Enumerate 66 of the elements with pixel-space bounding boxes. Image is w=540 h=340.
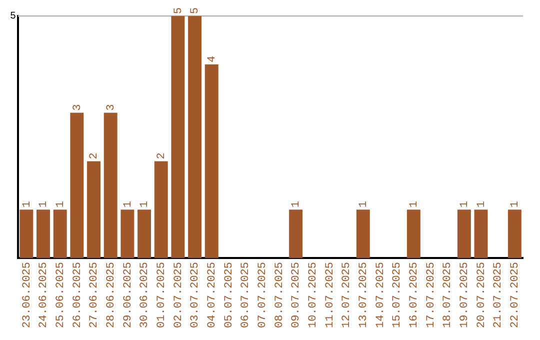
x-tick-label: 24.06.2025 (38, 262, 50, 328)
x-tick-label: 18.07.2025 (442, 262, 454, 328)
bar (356, 210, 370, 258)
x-tick-label: 09.07.2025 (290, 262, 303, 328)
bar (204, 64, 218, 258)
data-label: 1 (408, 200, 421, 208)
x-tick-label: 14.07.2025 (374, 262, 387, 328)
x-tick-label: 23.06.2025 (21, 262, 34, 328)
data-label: 4 (206, 55, 219, 62)
x-tick-label: 21.07.2025 (492, 262, 505, 328)
data-label: 5 (190, 7, 202, 14)
x-tick-label: 22.07.2025 (510, 262, 522, 328)
bar (104, 112, 118, 258)
x-tick-label: 10.07.2025 (308, 262, 320, 328)
data-label: 1 (38, 200, 50, 208)
bar (87, 161, 100, 258)
x-tick-label: 16.07.2025 (408, 262, 421, 328)
data-label: 1 (290, 200, 303, 208)
x-tick-label: 25.06.2025 (55, 262, 67, 328)
x-tick-label: 17.07.2025 (425, 262, 438, 328)
bar (154, 161, 168, 258)
x-tick-label: 30.06.2025 (139, 262, 152, 328)
x-tick-label: 04.07.2025 (206, 262, 219, 328)
data-label: 2 (88, 152, 101, 160)
data-label: 1 (476, 200, 488, 208)
bar (138, 210, 152, 258)
bar (474, 210, 488, 258)
data-label: 1 (21, 200, 34, 208)
data-label: 1 (55, 200, 67, 208)
bar (53, 210, 67, 258)
bar (188, 16, 202, 258)
x-tick-label: 07.07.2025 (257, 262, 270, 328)
bar (289, 210, 303, 258)
bar (406, 210, 420, 258)
x-tick-label: 27.06.2025 (88, 262, 101, 328)
x-tick-label: 28.06.2025 (106, 262, 118, 328)
data-label: 5 (172, 7, 185, 14)
data-label: 1 (122, 200, 134, 208)
bar (171, 16, 185, 258)
data-label: 1 (459, 200, 472, 208)
x-tick-label: 08.07.2025 (274, 262, 286, 328)
x-tick-label: 12.07.2025 (341, 262, 354, 328)
data-label: 1 (510, 200, 522, 208)
x-tick-label: 20.07.2025 (476, 262, 488, 328)
x-tick-label: 06.07.2025 (240, 262, 252, 328)
x-tick-label: 13.07.2025 (358, 262, 370, 328)
bar (20, 210, 34, 258)
data-label: 1 (358, 200, 370, 208)
x-tick-label: 03.07.2025 (190, 262, 202, 328)
data-label: 2 (156, 152, 168, 160)
bar (70, 112, 84, 258)
x-tick-label: 29.06.2025 (122, 262, 134, 328)
data-label: 1 (139, 200, 152, 208)
data-label: 3 (72, 104, 84, 111)
x-tick-label: 19.07.2025 (459, 262, 472, 328)
data-label: 3 (106, 104, 118, 111)
x-tick-label: 02.07.2025 (172, 262, 185, 328)
x-tick-label: 11.07.2025 (324, 262, 336, 328)
bar (508, 210, 522, 258)
bar (36, 210, 50, 258)
x-tick-label: 05.07.2025 (223, 262, 236, 328)
bar (457, 210, 471, 258)
x-tick-label: 01.07.2025 (156, 262, 168, 328)
x-tick-label: 15.07.2025 (392, 262, 404, 328)
x-tick-label: 26.06.2025 (72, 262, 84, 328)
bar (120, 210, 134, 258)
